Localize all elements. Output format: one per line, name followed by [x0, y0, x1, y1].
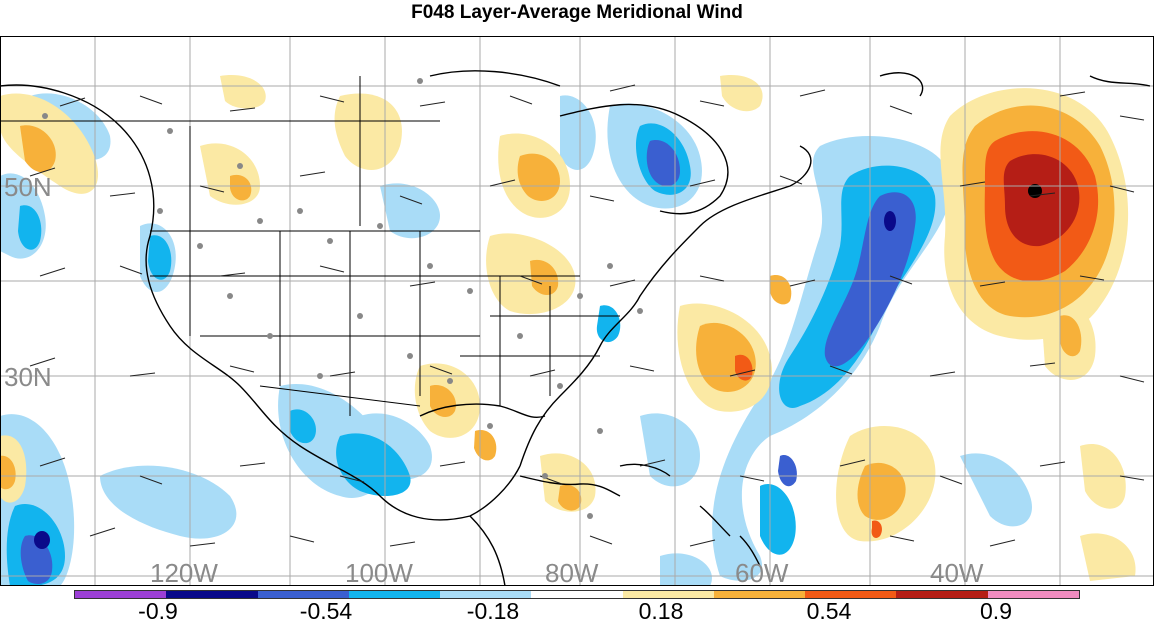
lon-label: 40W: [930, 558, 984, 586]
legend-swatch: [348, 591, 441, 598]
lat-label: 30N: [4, 362, 52, 392]
lon-label: 80W: [545, 558, 599, 586]
legend-label: 0.18: [638, 598, 684, 624]
legend-label: 0.54: [806, 598, 852, 624]
political-borders: [0, 76, 620, 416]
lon-label: 60W: [735, 558, 789, 586]
negative-extreme-regions: [34, 211, 896, 549]
meridional-wind-map: 50N 30N 120W 100W 80W 60W 40W: [0, 36, 1154, 586]
lat-lon-grid: [0, 36, 1154, 586]
legend-swatch: [75, 591, 167, 598]
map-title: F048 Layer-Average Meridional Wind: [411, 2, 743, 23]
color-legend-bar: [74, 590, 1080, 599]
legend-swatch: [713, 591, 806, 598]
legend-swatch: [440, 591, 532, 598]
axis-labels: 50N 30N 120W 100W 80W 60W 40W: [4, 172, 984, 586]
station-dots: [42, 78, 643, 519]
legend-swatch: [166, 591, 258, 598]
legend-label: -0.54: [299, 598, 353, 624]
legend-label: 0.9: [980, 598, 1012, 624]
legend-swatch: [531, 591, 623, 598]
lat-label: 50N: [4, 172, 52, 202]
legend-label: -0.9: [138, 598, 178, 624]
legend-swatch: [257, 591, 349, 598]
lon-label: 120W: [150, 558, 218, 586]
legend-label: -0.18: [466, 598, 520, 624]
legend-swatch: [896, 591, 988, 598]
legend-swatch: [805, 591, 897, 598]
lon-label: 100W: [345, 558, 413, 586]
legend-swatch: [987, 591, 1079, 598]
wind-barbs: [29, 84, 1145, 547]
legend-swatch: [622, 591, 714, 598]
